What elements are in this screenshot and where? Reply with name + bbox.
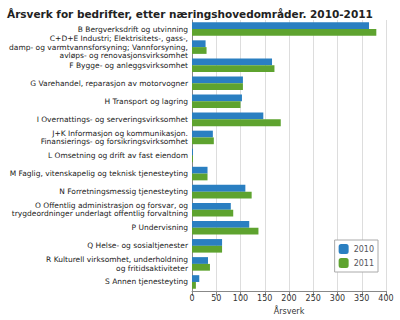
svg-text:O Offentlig administrasjon og: O Offentlig administrasjon og forsvar, o… xyxy=(35,200,188,210)
svg-text:150: 150 xyxy=(257,294,272,303)
svg-text:50: 50 xyxy=(211,294,221,303)
svg-text:C+D+E Industri; Elektrisitets-: C+D+E Industri; Elektrisitets-, gass-, xyxy=(49,34,188,44)
svg-text:2010: 2010 xyxy=(354,245,374,254)
svg-text:100: 100 xyxy=(233,294,248,303)
svg-text:Finansierings- og forsikringsv: Finansierings- og forsikringsvirksomhet xyxy=(41,137,188,146)
svg-text:2011: 2011 xyxy=(354,259,374,268)
svg-text:R Kulturell virksomhet, underh: R Kulturell virksomhet, underholdning xyxy=(46,255,188,265)
svg-text:S Annen tjenesteyting: S Annen tjenesteyting xyxy=(105,277,188,286)
svg-text:Q Helse- og sosialtjenester: Q Helse- og sosialtjenester xyxy=(87,241,189,250)
svg-text:avløps- og renovasjonsvirksomh: avløps- og renovasjonsvirksomhet xyxy=(60,51,188,60)
svg-text:N Forretningsmessig tjenesteyt: N Forretningsmessig tjenesteyting xyxy=(59,187,188,196)
svg-text:250: 250 xyxy=(306,294,321,303)
svg-text:B Bergverksdrift og utvinning: B Bergverksdrift og utvinning xyxy=(78,25,188,34)
svg-text:og fritidsaktiviteter: og fritidsaktiviteter xyxy=(116,264,189,273)
svg-text:Årsverk: Årsverk xyxy=(274,305,305,316)
svg-text:400: 400 xyxy=(378,294,393,303)
svg-text:300: 300 xyxy=(330,294,345,303)
svg-text:M Faglig, vitenskapelig og tek: M Faglig, vitenskapelig og teknisk tjene… xyxy=(10,169,189,178)
svg-text:H Transport og lagring: H Transport og lagring xyxy=(105,97,189,106)
svg-text:F Bygge- og anleggsvirksomhet: F Bygge- og anleggsvirksomhet xyxy=(69,61,188,70)
svg-text:0: 0 xyxy=(189,294,194,303)
svg-text:Årsverk for bedrifter, etter n: Årsverk for bedrifter, etter næringshove… xyxy=(7,8,373,20)
svg-text:P Undervisning: P Undervisning xyxy=(132,223,189,232)
svg-text:damp- og varmtvannsforsyning;: damp- og varmtvannsforsyning; Vannforsyn… xyxy=(9,42,188,52)
svg-text:trygdeordninger underlagt offe: trygdeordninger underlagt offentlig forv… xyxy=(12,209,188,218)
svg-text:200: 200 xyxy=(281,294,296,303)
svg-text:G Varehandel, reparasjon av mo: G Varehandel, reparasjon av motorvogner xyxy=(30,79,189,88)
svg-text:L Omsetning og drift av fast e: L Omsetning og drift av fast eiendom xyxy=(48,151,188,160)
svg-text:I Overnattings- og serveringsv: I Overnattings- og serveringsvirksomhet xyxy=(37,115,188,124)
svg-text:J+K Informasjon og kommunikasj: J+K Informasjon og kommunikasjon. xyxy=(52,128,188,138)
svg-text:350: 350 xyxy=(354,294,369,303)
